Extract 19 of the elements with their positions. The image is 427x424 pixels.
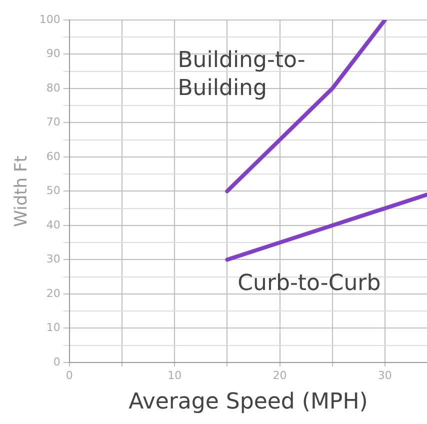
x-tick-label: 10 <box>168 368 182 382</box>
annotation: Curb-to-Curb <box>238 270 382 298</box>
annotation: Building-to-Building <box>178 47 306 104</box>
y-tick-label: 90 <box>46 47 60 60</box>
y-tick-label: 40 <box>46 218 60 232</box>
y-tick-label: 20 <box>46 286 60 300</box>
y-tick-label: 100 <box>39 12 60 26</box>
y-tick-label: 80 <box>46 81 60 94</box>
y-tick-label: 30 <box>46 252 60 266</box>
x-tick-label: 20 <box>272 368 287 382</box>
x-tick-label: 30 <box>378 368 392 382</box>
x-axis-title: Average Speed (MPH) <box>128 390 368 415</box>
y-tick-label: 70 <box>46 116 60 129</box>
y-tick-label: 50 <box>46 184 60 198</box>
y-axis-title: Width Ft <box>12 155 32 227</box>
x-tick-label: 0 <box>66 368 73 382</box>
y-tick-label: 10 <box>46 321 60 334</box>
y-tick-label: 0 <box>53 355 60 368</box>
y-tick-label: 60 <box>46 150 60 163</box>
